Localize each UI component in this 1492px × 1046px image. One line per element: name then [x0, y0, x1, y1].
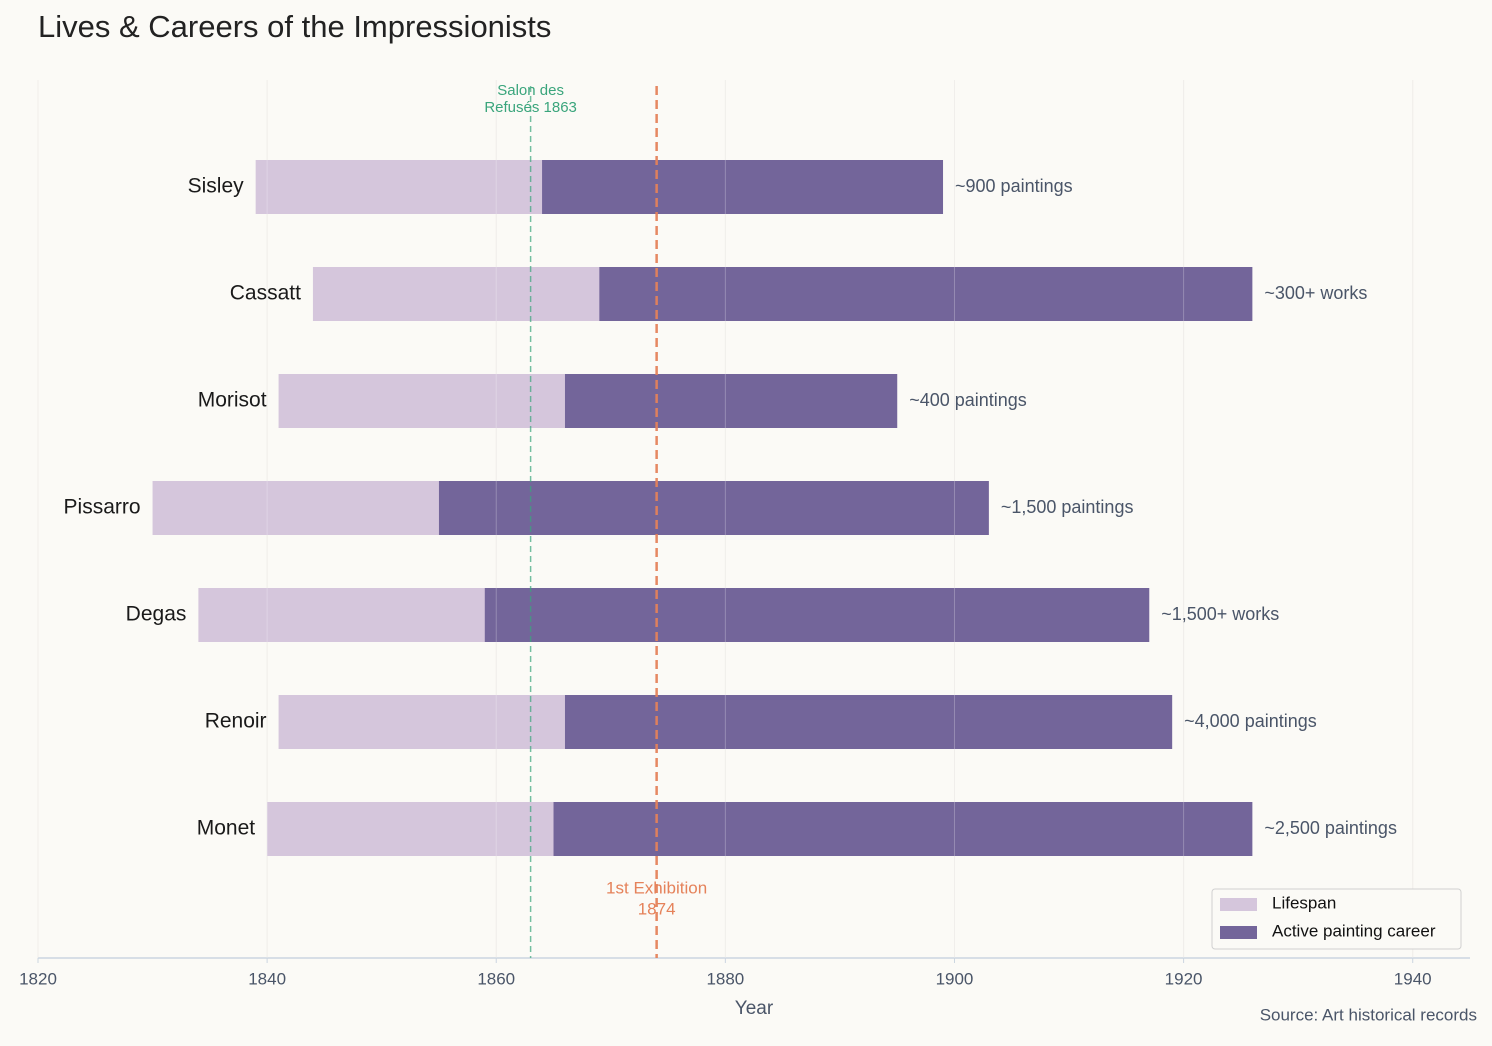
y-tick-label: Morisot: [198, 389, 267, 412]
legend-swatch: [1220, 926, 1257, 939]
bar-label: ~300+ works: [1264, 283, 1367, 303]
bar-label: ~1,500 paintings: [1001, 497, 1134, 517]
bar: [484, 588, 1150, 642]
chart-title: Lives & Careers of the Impressionists: [38, 9, 551, 44]
source-note: Source: Art historical records: [1260, 1005, 1477, 1024]
bar: [438, 481, 989, 535]
legend-swatch: [1220, 898, 1257, 911]
bar: [542, 160, 944, 214]
reference-label: 1st Exhibition: [606, 878, 707, 897]
x-tick-label: 1940: [1394, 969, 1432, 988]
x-tick-label: 1860: [477, 969, 515, 988]
bar: [564, 374, 898, 428]
legend-frame: [1211, 888, 1462, 950]
legend-label: Active painting career: [1272, 921, 1436, 940]
x-axis-label: Year: [735, 998, 774, 1019]
y-tick-label: Sisley: [188, 175, 245, 198]
bar: [553, 802, 1253, 856]
x-tick-label: 1920: [1165, 969, 1203, 988]
x-tick-label: 1900: [936, 969, 974, 988]
x-tick-label: 1880: [706, 969, 744, 988]
x-tick-label: 1840: [248, 969, 286, 988]
legend-label: Lifespan: [1272, 893, 1336, 912]
bar-label: ~900 paintings: [955, 176, 1073, 196]
bar-label: ~1,500+ works: [1161, 604, 1279, 624]
legend: Lifespan Active painting career: [1211, 888, 1462, 950]
reference-label: Salon des: [497, 82, 564, 99]
y-tick-label: Pissarro: [64, 496, 141, 519]
y-tick-label: Cassatt: [230, 282, 301, 305]
y-tick-label: Monet: [197, 817, 256, 840]
reference-label: 1874: [638, 899, 676, 918]
reference-label: Refusés 1863: [484, 99, 577, 116]
x-tick-label: 1820: [19, 969, 57, 988]
bar: [599, 267, 1253, 321]
bar-label: ~2,500 paintings: [1264, 818, 1397, 838]
bar: [564, 695, 1173, 749]
bar-label: ~4,000 paintings: [1184, 711, 1317, 731]
y-tick-label: Renoir: [205, 710, 267, 733]
bar-label: ~400 paintings: [909, 390, 1027, 410]
y-tick-label: Degas: [126, 603, 187, 626]
